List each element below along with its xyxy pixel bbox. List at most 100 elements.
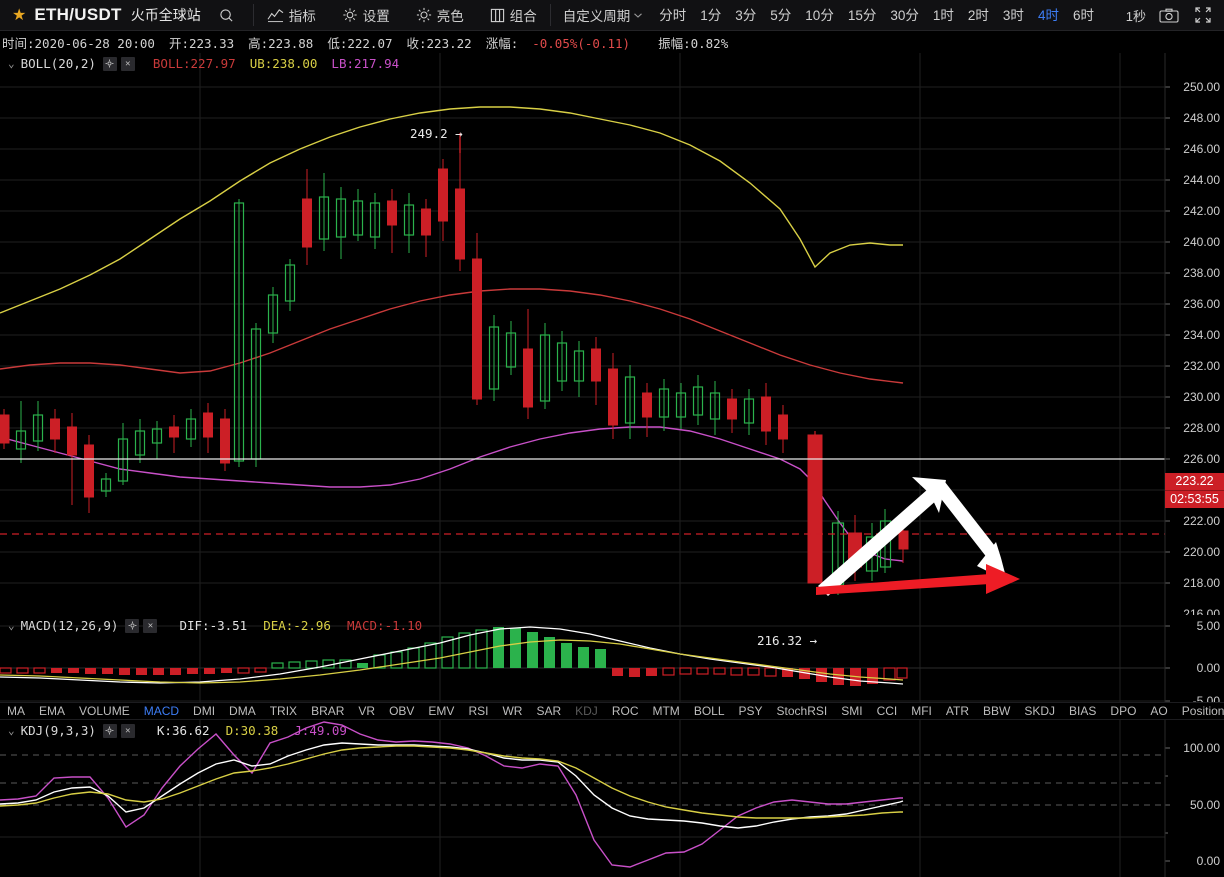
kdj-d-line	[0, 745, 903, 819]
tab-dmi[interactable]: DMI	[193, 704, 216, 718]
custom-period-button[interactable]: 自定义周期	[553, 5, 653, 25]
custom-period-label: 自定义周期	[562, 9, 631, 24]
tab-mfi[interactable]: MFI	[911, 704, 932, 718]
kdj-chart-panel[interactable]: 100.00 50.00 0.00	[0, 720, 1224, 877]
tab-roc[interactable]: ROC	[611, 704, 639, 718]
collapse-chevron-icon[interactable]: ⌄	[8, 619, 15, 632]
sun-icon	[416, 7, 431, 23]
tab-ema[interactable]: EMA	[39, 704, 66, 718]
tab-smi[interactable]: SMI	[841, 704, 863, 718]
red-support-arrow[interactable]	[816, 564, 1020, 595]
kdj-tick-50: 50.00	[1189, 798, 1220, 812]
timeframe-30m[interactable]: 30分	[890, 7, 919, 23]
tab-wr[interactable]: WR	[502, 704, 523, 718]
indicators-label: 指标	[288, 9, 316, 24]
timeframe-fenshi[interactable]: 分时	[659, 7, 687, 23]
price-tick-244: 244.00	[1183, 173, 1220, 187]
tab-boll[interactable]: BOLL	[693, 704, 725, 718]
tab-macd[interactable]: MACD	[143, 704, 180, 718]
timeframe-2h[interactable]: 2时	[967, 7, 989, 23]
theme-button[interactable]: 亮色	[403, 0, 477, 31]
tab-volume[interactable]: VOLUME	[79, 704, 130, 718]
macd-dif-value: DIF:-3.51	[179, 618, 248, 633]
star-icon[interactable]: ★	[12, 7, 27, 24]
divider	[252, 4, 254, 26]
tab-rsi[interactable]: RSI	[468, 704, 489, 718]
tab-mtm[interactable]: MTM	[652, 704, 680, 718]
tab-stochrsi[interactable]: StochRSI	[776, 704, 828, 718]
timeframe-3h[interactable]: 3时	[1002, 7, 1024, 23]
kdj-k-line	[0, 742, 904, 829]
info-change-value: -0.05%(-0.11)	[532, 35, 631, 51]
camera-button[interactable]	[1158, 6, 1180, 25]
low-price-annotation: 216.32 →	[757, 633, 818, 648]
info-amplitude: 振幅:0.82%	[658, 35, 729, 51]
current-price-badge[interactable]: 223.22 02:53:55	[1165, 473, 1224, 508]
price-chart-panel[interactable]: 250.00 248.00 246.00 244.00 242.00 240.0…	[0, 53, 1224, 648]
search-button[interactable]	[201, 8, 253, 23]
macd-dea-line	[0, 639, 904, 684]
tab-brar[interactable]: BRAR	[311, 704, 345, 718]
tab-bias[interactable]: BIAS	[1069, 704, 1097, 718]
timeframe-1m[interactable]: 1分	[700, 7, 722, 23]
kdj-tick-100: 100.00	[1183, 741, 1220, 755]
tab-sar[interactable]: SAR	[536, 704, 562, 718]
settings-button[interactable]: 设置	[329, 0, 403, 31]
timeframe-10m[interactable]: 10分	[805, 7, 834, 23]
tab-atr[interactable]: ATR	[945, 704, 970, 718]
tab-psy[interactable]: PSY	[738, 704, 763, 718]
white-down-arrow[interactable]	[935, 482, 1007, 581]
tab-skdj[interactable]: SKDJ	[1024, 704, 1056, 718]
tab-dpo[interactable]: DPO	[1110, 704, 1137, 718]
fullscreen-button[interactable]	[1192, 6, 1214, 25]
macd-indicator-header: ⌄ MACD(12,26,9) ✕ DIF:-3.51 DEA:-2.96 MA…	[0, 615, 1224, 636]
timeframe-4h[interactable]: 4时	[1037, 7, 1059, 23]
macd-histogram	[0, 627, 908, 686]
macd-chart-panel[interactable]: 5.00 0.00 -5.00	[0, 615, 1224, 708]
layout-label: 组合	[509, 9, 537, 24]
tab-trix[interactable]: TRIX	[269, 704, 298, 718]
chevron-down-icon	[634, 12, 643, 18]
kdj-close-button[interactable]: ✕	[120, 723, 135, 738]
info-open: 开:223.33	[168, 35, 235, 51]
price-plot	[0, 53, 1170, 615]
gear-icon	[128, 621, 137, 630]
price-tick-238: 238.00	[1183, 266, 1220, 280]
timeframe-5m[interactable]: 5分	[770, 7, 792, 23]
timeframe-1h[interactable]: 1时	[932, 7, 954, 23]
macd-tick-5: 5.00	[1196, 619, 1220, 633]
tab-kdj[interactable]: KDJ	[575, 704, 598, 718]
current-price-value: 223.22	[1175, 474, 1214, 488]
tab-vr[interactable]: VR	[358, 704, 376, 718]
timeframe-15m[interactable]: 15分	[847, 7, 877, 23]
collapse-chevron-icon[interactable]: ⌄	[8, 57, 15, 70]
tab-ma[interactable]: MA	[7, 704, 25, 718]
kdj-settings-button[interactable]	[102, 723, 117, 738]
kdj-j-line	[0, 721, 903, 868]
refresh-rate-label[interactable]: 1秒	[1125, 8, 1146, 24]
price-tick-240: 240.00	[1183, 235, 1220, 249]
layout-button[interactable]: 组合	[477, 0, 550, 31]
boll-close-button[interactable]: ✕	[120, 56, 135, 71]
tab-emv[interactable]: EMV	[428, 704, 455, 718]
ohlc-info-bar: 时间:2020-06-28 20:00 开:223.33 高:223.88 低:…	[0, 31, 1224, 53]
tab-dma[interactable]: DMA	[229, 704, 256, 718]
white-up-arrow[interactable]	[818, 477, 946, 596]
collapse-chevron-icon[interactable]: ⌄	[8, 724, 15, 737]
tab-bbw[interactable]: BBW	[983, 704, 1011, 718]
tab-cci[interactable]: CCI	[876, 704, 898, 718]
gear-icon	[343, 8, 357, 22]
indicators-button[interactable]: 指标	[254, 0, 329, 31]
indicator-tab-strip[interactable]: MA EMA VOLUME MACD DMI DMA TRIX BRAR VR …	[0, 702, 1224, 720]
timeframe-3m[interactable]: 3分	[735, 7, 757, 23]
macd-settings-button[interactable]	[125, 618, 140, 633]
tab-ao[interactable]: AO	[1150, 704, 1168, 718]
macd-plot	[0, 615, 1170, 702]
high-price-annotation: 249.2 →	[410, 126, 463, 141]
macd-close-button[interactable]: ✕	[143, 618, 158, 633]
tab-position[interactable]: Position	[1181, 704, 1224, 718]
tab-obv[interactable]: OBV	[389, 704, 415, 718]
timeframe-6h[interactable]: 6时	[1072, 7, 1094, 23]
info-high: 高:223.88	[248, 35, 314, 51]
boll-settings-button[interactable]	[102, 56, 117, 71]
